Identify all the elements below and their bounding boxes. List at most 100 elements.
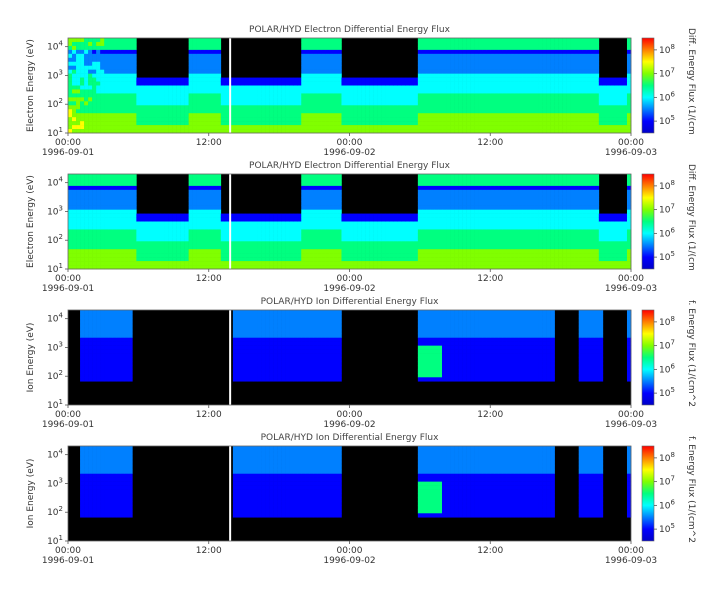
spectrogram-cell [502,85,507,90]
spectrogram-cell [220,125,226,130]
spectrogram-cell [586,113,592,118]
spectrogram-cell [244,85,250,90]
spectrogram-cell [200,233,206,238]
spectrogram-cell [522,65,527,70]
spectrogram-cell [252,89,258,94]
spectrogram-cell [309,121,314,126]
spectrogram-cell [377,221,382,226]
spectrogram-cell [462,45,467,51]
spectrogram-cell [196,73,202,78]
spectrogram-cell [405,113,411,118]
spectrogram-cell [232,121,238,126]
spectrogram-cell [425,181,431,187]
spectrogram-cell [510,201,515,206]
spectrogram-cell [570,73,575,78]
spectrogram-cell [526,101,531,106]
spectrogram-cell [192,205,197,210]
spectrogram-cell [478,205,483,210]
spectrogram-cell [200,177,206,183]
spectrogram-cell [462,209,467,214]
spectrogram-cell [401,109,407,114]
spectrogram-cell [120,57,125,63]
spectrogram-cell [333,57,338,63]
spectrogram-cell [486,129,491,134]
spectrogram-cell [301,189,306,195]
spectrogram-cell [594,89,600,94]
spectrogram-cell [84,253,89,258]
spectrogram-cell [413,221,419,226]
spectrogram-cell [429,261,435,266]
spectrogram-cell [590,125,596,130]
spectrogram-cell [84,38,89,43]
spectrogram-cell [104,45,109,51]
spectrogram-cell [80,177,85,183]
spectrogram-cell [450,101,455,106]
spectrogram-cell [204,53,210,59]
spectrogram-cell [578,65,584,70]
spectrogram-cell [273,249,278,254]
spectrogram-cell [450,213,455,218]
spectrogram-cell [470,189,475,195]
spectrogram-cell [462,81,467,86]
spectrogram-cell [236,253,242,258]
spectrogram-cell [470,49,475,55]
spectrogram-cell [152,237,157,242]
spectrogram-cell [393,121,399,126]
spectrogram-cell [417,89,423,94]
spectrogram-cell [325,257,330,262]
spectrogram-cell [413,109,419,114]
spectrogram-cell [494,85,499,90]
spectrogram-cell [546,121,551,126]
spectrogram-cell [433,185,439,191]
spectrogram-cell [92,177,97,183]
spectrogram-cell [192,201,197,206]
spectrogram-cell [164,265,169,270]
spectrogram-cell [454,61,459,67]
spectrogram-cell [309,249,314,254]
spectrogram-cell [196,257,202,262]
spectrogram-cell [570,45,575,51]
spectrogram-cell [204,85,210,90]
spectrogram-cell [470,225,475,230]
spectrogram-cell [518,41,523,47]
spectrogram-cell [72,93,77,98]
spectrogram-cell [353,121,358,126]
spectrogram-cell [341,117,346,122]
spectrogram-cell [441,229,447,234]
spectrogram-cell [192,121,197,126]
spectrogram-cell [204,121,210,126]
spectrogram-cell [196,53,202,59]
spectrogram-cell [252,237,258,242]
spectrogram-cell [317,57,322,63]
spectrogram-cell [160,237,165,242]
spectrogram-cell [216,65,222,70]
spectrogram-cell [277,229,282,234]
spectrogram-cell [212,125,218,130]
spectrogram-cell [518,209,523,214]
spectrogram-cell [265,237,270,242]
spectrogram-cell [385,117,391,122]
spectrogram-cell [454,89,459,94]
spectrogram-cell [273,129,278,134]
spectrogram-cell [120,41,125,47]
spectrogram-cell [618,105,624,110]
spectrogram-cell [441,217,447,222]
spectrogram-cell [433,77,439,82]
spectrogram-cell [132,125,137,130]
spectrogram-cell [76,177,81,183]
spectrogram-cell [192,105,197,110]
spectrogram-cell [570,77,575,82]
spectrogram-cell [96,105,101,110]
spectrogram-cell [458,209,463,214]
spectrogram-cell [514,233,519,238]
spectrogram-cell [277,81,282,86]
spectrogram-cell [92,97,97,102]
spectrogram-cell [450,221,455,226]
spectrogram-cell [88,193,93,199]
spectrogram-cell [365,257,370,262]
spectrogram-cell [361,77,366,82]
spectrogram-cell [377,93,382,98]
spectrogram-cell [301,61,306,67]
spectrogram-cell [490,41,495,47]
spectrogram-cell [450,61,455,67]
